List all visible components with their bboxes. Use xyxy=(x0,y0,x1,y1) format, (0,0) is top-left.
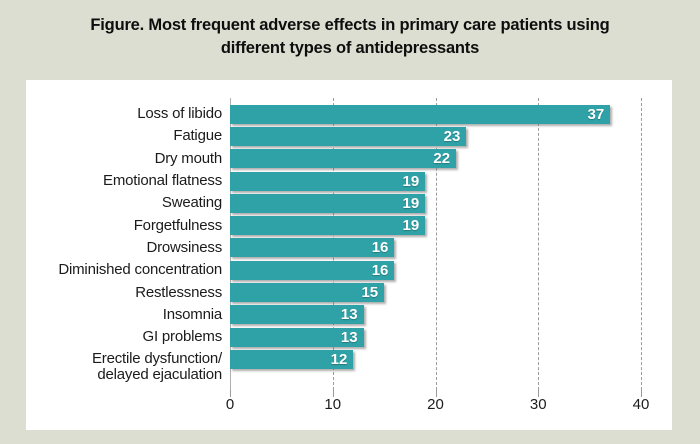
category-label: Insomnia xyxy=(162,305,222,323)
bar-rows: Loss of libido 37 Fatigue 23 Dry mouth 22 Emot… xyxy=(26,103,641,383)
bar-track: 16 xyxy=(230,238,641,258)
axis-tick-label: 20 xyxy=(427,396,444,413)
chart-row: GI problems 13 xyxy=(26,326,641,348)
category-label: Restlessness xyxy=(135,283,222,301)
bar-track: 19 xyxy=(230,193,641,213)
category-label: Loss of libido xyxy=(137,105,222,123)
category-label: Forgetfulness xyxy=(133,216,222,234)
bar: 22 xyxy=(230,149,457,169)
bar: 13 xyxy=(230,327,364,347)
bar-value-label: 12 xyxy=(330,350,348,368)
bar-track: 16 xyxy=(230,260,641,280)
x-axis: 0 10 20 30 40 xyxy=(226,396,650,416)
chart-row: Forgetfulness 19 xyxy=(26,214,641,236)
bar: 23 xyxy=(230,126,467,146)
category-label: Erectile dysfunction/ delayed ejaculatio… xyxy=(91,350,222,384)
bar-track: 22 xyxy=(230,149,641,169)
chart-row: Erectile dysfunction/ delayed ejaculatio… xyxy=(26,348,641,383)
tick-mark xyxy=(641,390,642,397)
axis-tick-label: 30 xyxy=(529,396,547,413)
bar-track: 19 xyxy=(230,171,641,191)
chart-row: Diminished concentration 16 xyxy=(26,259,641,281)
bar: 16 xyxy=(230,260,395,280)
chart-row: Loss of libido 37 xyxy=(26,103,641,125)
axis-tick-label: 40 xyxy=(632,396,650,413)
gridline xyxy=(641,98,642,390)
tick-mark xyxy=(230,390,231,397)
tick-mark xyxy=(538,390,540,397)
bar-track: 15 xyxy=(230,283,641,303)
axis-tick-label: 10 xyxy=(324,396,342,413)
bar-value-label: 23 xyxy=(443,127,461,145)
bar-value-label: 19 xyxy=(402,194,420,212)
chart-row: Insomnia 13 xyxy=(26,304,641,326)
category-label: Drowsiness xyxy=(146,238,222,256)
bar-value-label: 16 xyxy=(371,239,389,257)
chart-row: Sweating 19 xyxy=(26,192,641,214)
bar: 16 xyxy=(230,238,395,258)
gridline xyxy=(538,98,540,390)
bar: 15 xyxy=(230,283,385,303)
bar-value-label: 19 xyxy=(402,217,420,235)
bar-value-label: 22 xyxy=(433,150,451,168)
category-label: Diminished concentration xyxy=(58,261,222,279)
bar-track: 23 xyxy=(230,126,641,146)
category-label: Emotional flatness xyxy=(103,172,222,190)
figure-title: Figure. Most frequent adverse effects in… xyxy=(90,16,610,58)
chart-row: Fatigue 23 xyxy=(26,125,641,147)
bar: 12 xyxy=(230,349,354,369)
bar-value-label: 15 xyxy=(361,284,379,302)
chart-row: Emotional flatness 19 xyxy=(26,170,641,192)
bar: 19 xyxy=(230,171,426,191)
bar: 19 xyxy=(230,216,426,236)
bar-track: 19 xyxy=(230,216,641,236)
bar-value-label: 13 xyxy=(340,306,358,324)
bar-track: 13 xyxy=(230,327,641,347)
bar-track: 13 xyxy=(230,305,641,325)
chart-panel: Loss of libido 37 Fatigue 23 Dry mouth 22 Emot… xyxy=(26,80,672,430)
category-label: Fatigue xyxy=(173,127,222,145)
gridline xyxy=(435,98,437,390)
category-label: Dry mouth xyxy=(154,149,223,167)
bar-value-label: 37 xyxy=(587,105,605,123)
bar-value-label: 13 xyxy=(340,328,358,346)
chart-row: Restlessness 15 xyxy=(26,281,641,303)
bar-track: 37 xyxy=(230,104,641,124)
bar: 37 xyxy=(230,104,611,124)
bar-value-label: 19 xyxy=(402,172,420,190)
bar: 19 xyxy=(230,193,426,213)
category-label: Sweating xyxy=(161,194,222,212)
tick-mark xyxy=(435,390,437,397)
chart-row: Dry mouth 22 xyxy=(26,148,641,170)
bar: 13 xyxy=(230,305,364,325)
bar-track: 12 xyxy=(230,349,641,369)
chart-row: Drowsiness 16 xyxy=(26,237,641,259)
axis-tick-label: 0 xyxy=(225,396,235,413)
tick-mark xyxy=(332,390,334,397)
bar-value-label: 16 xyxy=(371,261,389,279)
category-label: GI problems xyxy=(142,328,223,346)
